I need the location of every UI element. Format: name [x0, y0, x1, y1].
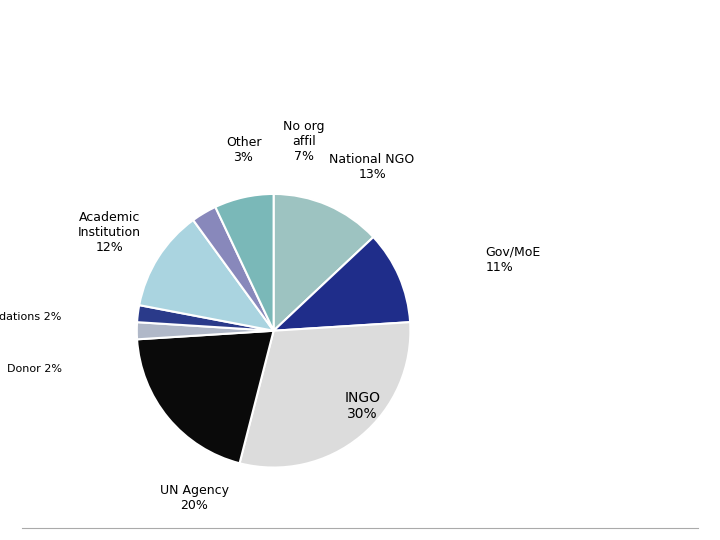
- Wedge shape: [137, 322, 274, 339]
- Text: MS Assessment Survey:: MS Assessment Survey:: [135, 36, 585, 70]
- Text: UN Agency
20%: UN Agency 20%: [160, 484, 229, 511]
- Wedge shape: [139, 220, 274, 330]
- Text: INGO
30%: INGO 30%: [345, 391, 381, 421]
- Wedge shape: [137, 305, 274, 330]
- Text: Gov/MoE
11%: Gov/MoE 11%: [486, 246, 541, 274]
- Text: Respondents: Respondents: [238, 92, 482, 125]
- Text: Foundations 2%: Foundations 2%: [0, 312, 62, 322]
- Wedge shape: [240, 322, 410, 468]
- Wedge shape: [137, 330, 274, 463]
- Text: Donor 2%: Donor 2%: [6, 364, 62, 374]
- Wedge shape: [193, 207, 274, 330]
- Text: Other
3%: Other 3%: [226, 136, 261, 164]
- Text: Academic
Institution
12%: Academic Institution 12%: [78, 211, 141, 254]
- Wedge shape: [274, 237, 410, 330]
- Wedge shape: [274, 194, 374, 330]
- Wedge shape: [215, 194, 274, 330]
- Text: No org
affil
7%: No org affil 7%: [283, 120, 325, 164]
- Text: National NGO
13%: National NGO 13%: [330, 153, 415, 180]
